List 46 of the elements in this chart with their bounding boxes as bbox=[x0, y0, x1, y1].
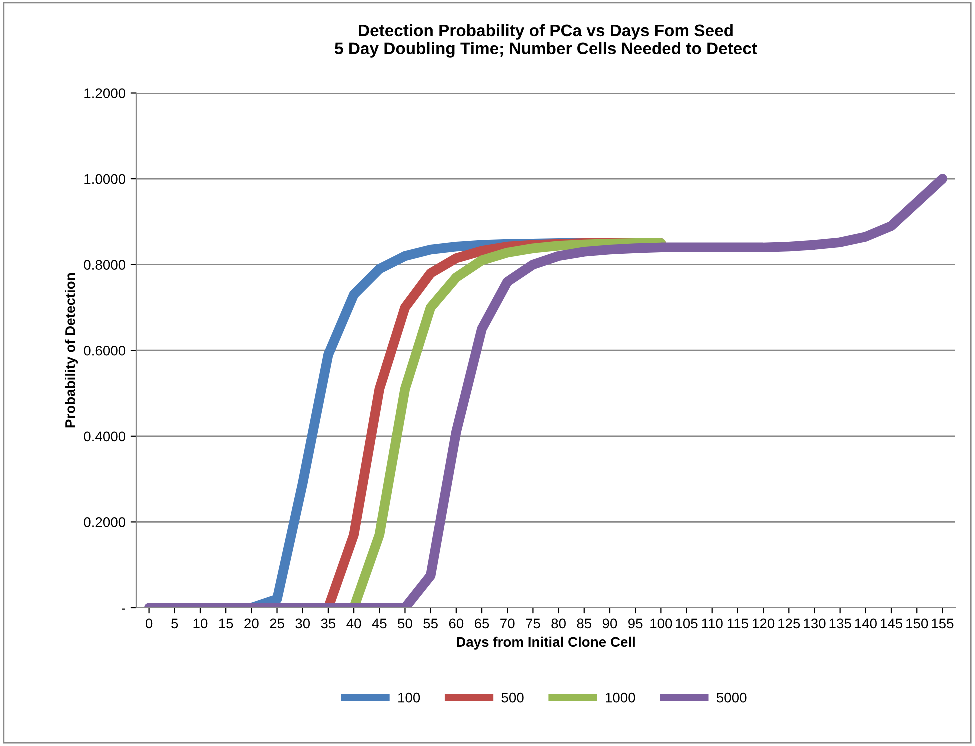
x-tick-label: 155 bbox=[932, 618, 954, 629]
x-tick-label: 90 bbox=[602, 618, 618, 629]
x-tick-label: 40 bbox=[346, 618, 362, 629]
y-tick-label: 0.4000 bbox=[84, 432, 126, 442]
x-tick-label: 5 bbox=[172, 618, 178, 629]
x-tick-label: 130 bbox=[804, 618, 826, 629]
legend-label: 500 bbox=[502, 692, 524, 703]
x-tick-label: 65 bbox=[474, 618, 490, 629]
x-tick-label: 25 bbox=[270, 618, 284, 629]
x-axis-title: Days from Initial Clone Cell bbox=[457, 636, 635, 650]
x-tick-label: 70 bbox=[500, 618, 515, 629]
x-tick-label: 20 bbox=[244, 618, 259, 629]
x-tick-label: 45 bbox=[372, 618, 387, 629]
y-tick-label: 0.8000 bbox=[84, 260, 126, 270]
x-tick-label: 140 bbox=[855, 618, 877, 629]
y-tick-label: 0.2000 bbox=[84, 518, 126, 528]
x-tick-label: 55 bbox=[424, 618, 438, 629]
x-tick-label: 150 bbox=[906, 618, 928, 629]
legend-label: 1000 bbox=[606, 692, 636, 703]
x-tick-label: 110 bbox=[702, 618, 723, 629]
x-tick-label: 0 bbox=[146, 618, 153, 629]
x-tick-label: 10 bbox=[194, 618, 208, 629]
legend-label: 100 bbox=[398, 692, 420, 703]
x-tick-label: 60 bbox=[449, 618, 464, 629]
y-tick-label: 0.6000 bbox=[84, 346, 126, 356]
y-tick-label: 1.2000 bbox=[84, 88, 126, 98]
chart-title: Detection Probability of PCa vs Days Fom Seed 5 Day Doubling Time; Number Cells Needed to Detect bbox=[335, 24, 758, 58]
y-tick-label: 1.0000 bbox=[84, 174, 126, 184]
x-tick-label: 75 bbox=[526, 618, 540, 629]
x-tick-label: 105 bbox=[676, 618, 698, 629]
x-tick-label: 125 bbox=[778, 618, 800, 629]
y-axis-title: Probability of Detection bbox=[65, 274, 78, 428]
x-tick-label: 145 bbox=[880, 618, 903, 629]
x-tick-label: 100 bbox=[650, 618, 672, 629]
x-tick-label: 15 bbox=[219, 618, 234, 629]
x-tick-label: 30 bbox=[296, 618, 310, 629]
x-tick-label: 95 bbox=[628, 618, 643, 629]
x-tick-label: 135 bbox=[830, 618, 852, 629]
x-tick-label: 50 bbox=[398, 618, 412, 629]
x-tick-label: 80 bbox=[552, 618, 566, 629]
x-tick-label: 115 bbox=[728, 618, 748, 629]
legend-label: 5000 bbox=[716, 692, 747, 703]
x-tick-label: 35 bbox=[321, 618, 336, 629]
x-tick-label: 85 bbox=[577, 618, 592, 629]
y-tick-label: - bbox=[122, 608, 126, 610]
x-tick-label: 120 bbox=[753, 618, 775, 629]
